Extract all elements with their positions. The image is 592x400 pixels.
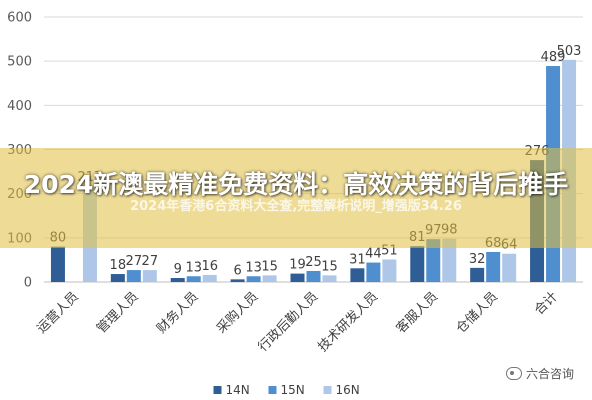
bar bbox=[50, 246, 65, 282]
wechat-icon bbox=[505, 367, 522, 380]
legend: 14N 15N 16N bbox=[213, 383, 360, 397]
x-category-label: 行政后勤人员 bbox=[256, 289, 322, 355]
data-label: 19 bbox=[289, 258, 306, 273]
x-category-label: 客服人员 bbox=[393, 289, 441, 337]
bar bbox=[350, 268, 365, 282]
bar bbox=[262, 275, 277, 282]
x-category-label: 财务人员 bbox=[153, 289, 201, 337]
x-category-label: 合计 bbox=[532, 289, 561, 318]
bar bbox=[142, 270, 157, 282]
bar bbox=[442, 238, 457, 282]
watermark: 六合咨询 bbox=[505, 365, 574, 382]
data-label: 27 bbox=[142, 254, 159, 269]
legend-label: 16N bbox=[336, 383, 360, 397]
legend-label: 14N bbox=[226, 383, 250, 397]
x-category-label: 仓储人员 bbox=[454, 289, 501, 336]
banner-title: 2024新澳最精准免费资料：高效决策的背后推手 bbox=[23, 170, 569, 199]
data-label: 25 bbox=[305, 255, 322, 270]
data-label: 503 bbox=[557, 44, 582, 59]
legend-swatch bbox=[323, 386, 332, 394]
bar bbox=[246, 276, 261, 282]
bar bbox=[290, 273, 305, 282]
data-label: 6 bbox=[233, 263, 241, 278]
bar bbox=[382, 259, 397, 282]
legend-label: 15N bbox=[281, 383, 305, 397]
y-tick-label: 0 bbox=[24, 276, 32, 291]
bar bbox=[426, 239, 441, 282]
bar bbox=[186, 276, 201, 282]
data-label: 13 bbox=[245, 260, 262, 275]
data-label: 27 bbox=[126, 254, 143, 269]
bar bbox=[322, 275, 337, 282]
bar bbox=[502, 253, 517, 282]
banner-subtitle: 2024年香港6合资料大全查,完整解析说明_增强版34.26 bbox=[130, 199, 462, 214]
data-label: 18 bbox=[110, 258, 127, 273]
bar bbox=[230, 279, 245, 282]
bar bbox=[126, 270, 141, 282]
data-label: 15 bbox=[321, 259, 338, 274]
legend-swatch bbox=[213, 386, 222, 394]
data-label: 15 bbox=[261, 259, 278, 274]
overlay-banner bbox=[0, 148, 592, 248]
data-label: 13 bbox=[185, 260, 202, 275]
x-category-label: 运营人员 bbox=[34, 289, 81, 336]
bar bbox=[110, 274, 125, 282]
bar bbox=[366, 262, 381, 282]
data-label: 489 bbox=[541, 50, 566, 65]
bar bbox=[202, 274, 217, 282]
data-label: 32 bbox=[469, 252, 486, 267]
y-tick-label: 400 bbox=[7, 99, 32, 114]
bar bbox=[306, 270, 321, 282]
x-category-label: 管理人员 bbox=[94, 289, 141, 336]
data-label: 16 bbox=[201, 259, 218, 274]
x-category-label: 技术研发人员 bbox=[315, 289, 381, 355]
bar bbox=[470, 267, 485, 282]
bar bbox=[170, 278, 185, 282]
watermark-text: 六合咨询 bbox=[525, 367, 574, 381]
data-label: 9 bbox=[174, 262, 182, 277]
bar bbox=[410, 246, 425, 282]
y-tick-label: 500 bbox=[7, 55, 32, 70]
legend-swatch bbox=[268, 386, 277, 394]
x-category-label: 采购人员 bbox=[213, 289, 261, 337]
data-label: 44 bbox=[365, 247, 382, 262]
data-label: 31 bbox=[349, 252, 366, 267]
y-tick-label: 600 bbox=[7, 11, 32, 26]
bar bbox=[486, 251, 501, 282]
